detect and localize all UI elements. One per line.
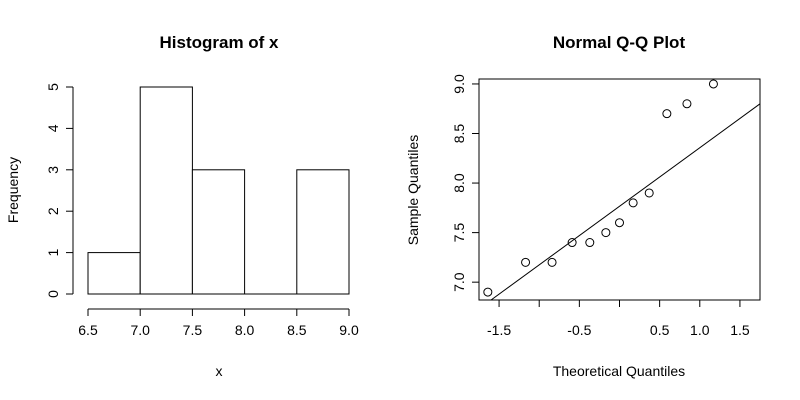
qq-point	[682, 99, 692, 109]
qq-y-tick-label: 9.0	[451, 74, 467, 94]
qq-y-tick-label: 7.0	[451, 272, 467, 292]
histogram-title: Histogram of x	[159, 33, 279, 52]
qq-x-axis: -1.5 -0.5 0.5 1.0 1.5	[487, 300, 750, 338]
histogram-x-tick-label: 8.0	[235, 322, 255, 338]
histogram-y-tick-label: 0	[45, 290, 61, 298]
qq-x-tick-label: 1.0	[690, 322, 710, 338]
histogram-bar	[296, 169, 350, 295]
histogram-y-tick-label: 3	[45, 166, 61, 174]
histogram-bar	[191, 169, 246, 295]
histogram-y-axis: 0 1 2 3 4 5	[45, 83, 74, 298]
histogram-y-label: Frequency	[5, 157, 21, 223]
qq-point	[521, 257, 531, 267]
qq-point	[547, 257, 557, 267]
histogram-bar	[139, 86, 193, 295]
qq-x-tick-label: -1.5	[487, 322, 511, 338]
histogram-bars	[87, 86, 350, 295]
histogram-y-tick-label: 2	[45, 207, 61, 215]
qq-point	[585, 238, 595, 248]
qq-x-tick-label: 0.5	[650, 322, 670, 338]
histogram-y-tick-label: 5	[45, 83, 61, 91]
qq-title: Normal Q-Q Plot	[553, 33, 686, 52]
histogram-panel: Histogram of x x Frequency 6.5 7.0 7.5 8.0 8…	[5, 33, 359, 379]
histogram-x-axis: 6.5 7.0 7.5 8.0 8.5 9.0	[78, 308, 359, 338]
qq-point	[567, 238, 577, 248]
qq-point	[708, 79, 718, 89]
qq-y-label: Sample Quantiles	[405, 135, 421, 246]
qq-x-tick-label: -0.5	[567, 322, 591, 338]
qq-line	[490, 103, 761, 301]
qq-point	[644, 188, 654, 198]
histogram-x-tick-label: 6.5	[78, 322, 98, 338]
qq-point	[601, 228, 611, 238]
histogram-y-tick-label: 4	[45, 124, 61, 132]
histogram-x-label: x	[216, 363, 223, 379]
histogram-x-tick-label: 9.0	[339, 322, 359, 338]
qq-points	[483, 79, 718, 297]
qq-y-tick-label: 8.0	[451, 173, 467, 193]
qq-plot-frame	[478, 78, 761, 301]
qq-y-tick-label: 7.5	[451, 223, 467, 243]
histogram-x-tick-label: 7.0	[130, 322, 150, 338]
qq-point	[483, 287, 493, 297]
qq-y-axis: 7.0 7.5 8.0 8.5 9.0	[451, 74, 479, 292]
histogram-y-tick-label: 1	[45, 248, 61, 256]
qq-plot-panel: Normal Q-Q Plot Theoretical Quantiles Sa…	[405, 33, 761, 379]
qq-point	[628, 198, 638, 208]
qq-point	[662, 109, 672, 119]
qq-reference-line	[490, 103, 761, 301]
qq-x-tick-label: 1.5	[730, 322, 750, 338]
histogram-x-tick-label: 8.5	[287, 322, 307, 338]
qq-y-tick-label: 8.5	[451, 124, 467, 144]
qq-point	[615, 218, 624, 228]
qq-x-label: Theoretical Quantiles	[553, 363, 685, 379]
histogram-bar	[87, 252, 141, 295]
histogram-x-tick-label: 7.5	[183, 322, 203, 338]
